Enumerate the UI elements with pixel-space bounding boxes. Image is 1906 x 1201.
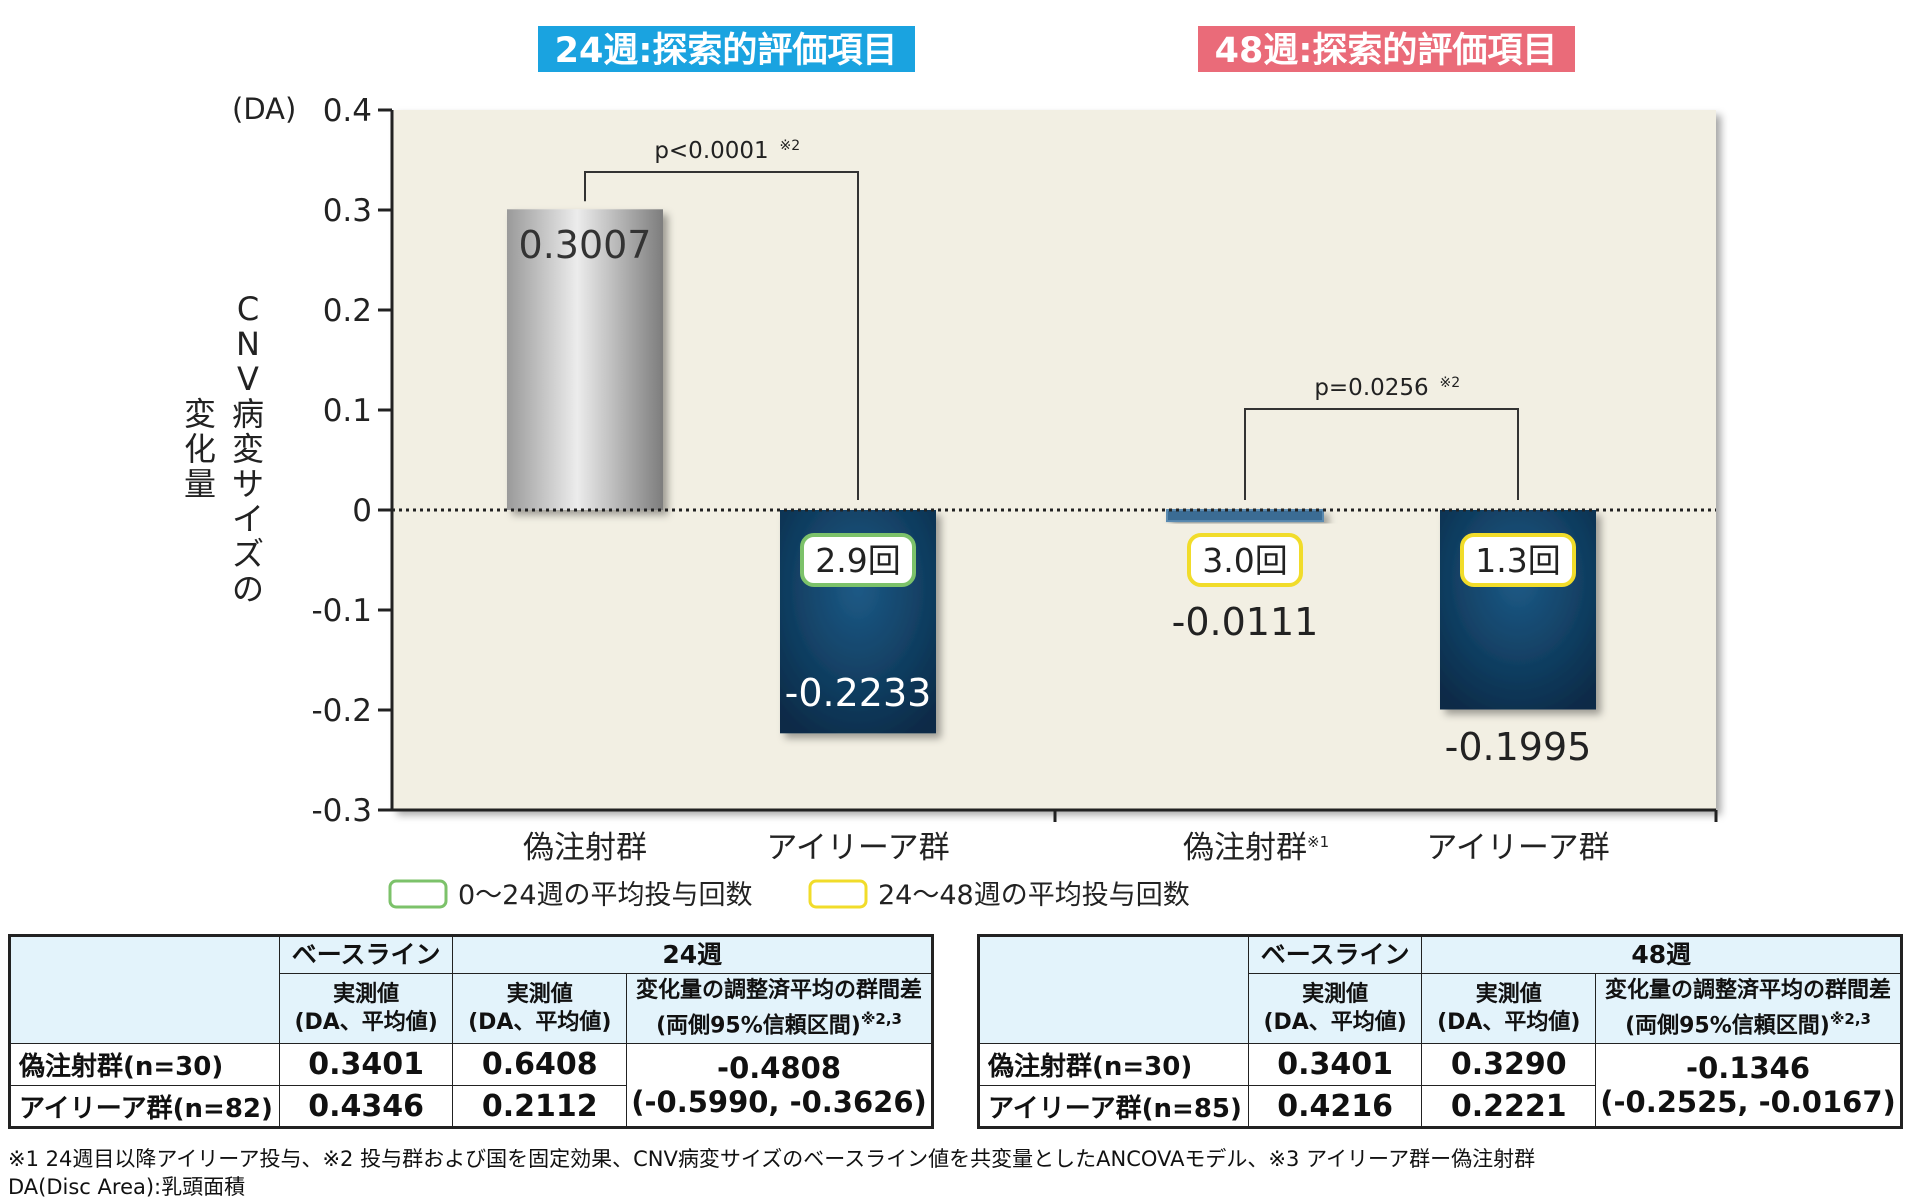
panel-title-box-24w	[538, 26, 915, 72]
bar	[507, 209, 663, 511]
y-tick-label: -0.3	[312, 793, 373, 829]
significance-bracket	[584, 171, 859, 500]
table-corner	[978, 935, 1249, 1044]
y-tick-label: 0.1	[323, 393, 372, 429]
y-label-char: V	[237, 360, 259, 398]
annotations: 0.3007 -0.2233 -0.0111 -0.1995 2.9回 3.0回 1.3回 p…	[388, 138, 1610, 911]
legend-label: 0～24週の平均投与回数	[458, 880, 753, 911]
y-axis: 0.4 0.3 0.2 0.1 0 -0.1 -0.2 -0.3	[312, 93, 1718, 829]
period-header: 24週	[452, 935, 933, 974]
measured-eylea: 0.2112	[452, 1085, 628, 1128]
y-label-char: 病	[232, 395, 264, 433]
y-label-char: N	[236, 325, 260, 363]
category-label: 偽注射群	[1183, 830, 1307, 866]
y-label-char: C	[237, 290, 259, 328]
diff-header: 変化量の調整済平均の群間差 (両側95%信頼区間)※2,3	[1595, 973, 1902, 1044]
y-label-char: ズ	[232, 535, 264, 573]
baseline-header: ベースライン	[1247, 935, 1423, 974]
y-label-char: の	[232, 570, 264, 608]
panel-title-box-48w	[1198, 26, 1575, 72]
diff-cell: -0.4808 (-0.5990, -0.3626)	[626, 1043, 933, 1128]
p-value-note: ※2	[1440, 375, 1461, 391]
y-label-char: サ	[232, 465, 264, 503]
dose-badge-label: 1.3回	[1475, 541, 1560, 580]
baseline-eylea: 0.4346	[278, 1085, 454, 1128]
y-label-char: 量	[184, 465, 216, 503]
row-label-eylea: アイリーア群(n=82)	[9, 1085, 280, 1128]
measured-eylea: 0.2221	[1421, 1085, 1597, 1128]
baseline-sham: 0.3401	[1247, 1043, 1423, 1086]
y-axis-unit: (DA)	[232, 92, 296, 126]
y-tick-label: 0.4	[323, 93, 372, 129]
baseline-eylea: 0.4216	[1247, 1085, 1423, 1128]
legend-label: 24～48週の平均投与回数	[878, 880, 1190, 911]
baseline-measured-header: 実測値 (DA、平均値)	[1247, 973, 1423, 1044]
y-tick-label: -0.1	[312, 593, 373, 629]
period-measured-header: 実測値 (DA、平均値)	[1421, 973, 1597, 1044]
value-label: -0.0111	[1172, 600, 1319, 644]
bar	[1166, 509, 1324, 523]
chart: 24週:探索的評価項目 48週:探索的評価項目 0.4 0.3 0.2 0.1 0 -0.…	[184, 26, 1718, 911]
measured-sham: 0.6408	[452, 1043, 628, 1086]
row-label-sham: 偽注射群(n=30)	[9, 1043, 280, 1086]
category-note: ※1	[1307, 833, 1329, 851]
category-label: 偽注射群	[523, 830, 647, 866]
y-label-char: 化	[184, 430, 216, 468]
measured-sham: 0.3290	[1421, 1043, 1597, 1086]
period-header: 48週	[1421, 935, 1902, 974]
y-tick-label: 0	[352, 493, 372, 529]
p-value-label: p=0.0256	[1314, 375, 1428, 401]
dose-badge	[800, 533, 916, 587]
dose-badge	[1460, 533, 1576, 587]
y-axis-label: CNV病変サイズの 変化量	[184, 290, 264, 608]
table-48w: ベースライン 48週 実測値 (DA、平均値) 実測値 (DA、平均値) 変化量の調…	[977, 934, 1903, 1129]
y-label-char: イ	[232, 500, 264, 538]
y-tick-label: 0.3	[323, 193, 372, 229]
significance-bracket	[1244, 408, 1519, 500]
y-label-char: 変	[232, 430, 264, 468]
row-label-eylea: アイリーア群(n=85)	[978, 1085, 1249, 1128]
baseline-sham: 0.3401	[278, 1043, 454, 1086]
y-tick-label: 0.2	[323, 293, 372, 329]
dose-badge-label: 3.0回	[1202, 541, 1287, 580]
p-value-note: ※2	[780, 138, 801, 154]
dose-badge-label: 2.9回	[815, 541, 900, 580]
table-24w: ベースライン 24週 実測値 (DA、平均値) 実測値 (DA、平均値) 変化量の調…	[8, 934, 934, 1129]
category-label: アイリーア群	[1426, 830, 1609, 866]
panel-title-24w: 24週:探索的評価項目	[555, 31, 898, 71]
legend-swatch	[808, 879, 868, 909]
diff-cell: -0.1346 (-0.2525, -0.0167)	[1595, 1043, 1902, 1128]
value-label: 0.3007	[519, 223, 652, 267]
p-value-label: p<0.0001	[654, 138, 768, 164]
y-label-char: 変	[184, 395, 216, 433]
diff-header: 変化量の調整済平均の群間差 (両側95%信頼区間)※2,3	[626, 973, 933, 1044]
panel-title-48w: 48週:探索的評価項目	[1215, 31, 1558, 71]
dose-badge	[1187, 533, 1303, 587]
row-label-sham: 偽注射群(n=30)	[978, 1043, 1249, 1086]
footnote-2: DA(Disc Area):乳頭面積	[8, 1175, 246, 1199]
y-tick-label: -0.2	[312, 693, 373, 729]
footnote-1: ※1 24週目以降アイリーア投与、※2 投与群および国を固定効果、CNV病変サイ…	[8, 1147, 1536, 1171]
value-label: -0.1995	[1445, 725, 1592, 769]
table-corner	[9, 935, 280, 1044]
legend-swatch	[388, 879, 448, 909]
period-measured-header: 実測値 (DA、平均値)	[452, 973, 628, 1044]
category-label: アイリーア群	[766, 830, 949, 866]
baseline-header: ベースライン	[278, 935, 454, 974]
baseline-measured-header: 実測値 (DA、平均値)	[278, 973, 454, 1044]
value-label: -0.2233	[785, 671, 932, 715]
data-tables: ベースライン 24週 実測値 (DA、平均値) 実測値 (DA、平均値) 変化量の調…	[8, 934, 1904, 1139]
